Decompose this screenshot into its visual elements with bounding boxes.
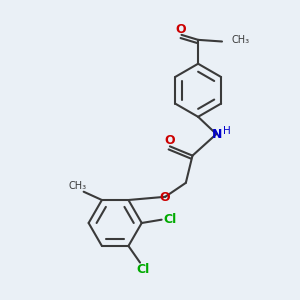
Text: O: O	[159, 190, 170, 204]
Text: O: O	[176, 23, 186, 36]
Text: N: N	[212, 128, 222, 141]
Text: O: O	[164, 134, 175, 147]
Text: Cl: Cl	[163, 212, 176, 226]
Text: Cl: Cl	[137, 263, 150, 276]
Text: CH₃: CH₃	[231, 35, 249, 45]
Text: CH₃: CH₃	[69, 182, 87, 191]
Text: H: H	[223, 126, 231, 136]
